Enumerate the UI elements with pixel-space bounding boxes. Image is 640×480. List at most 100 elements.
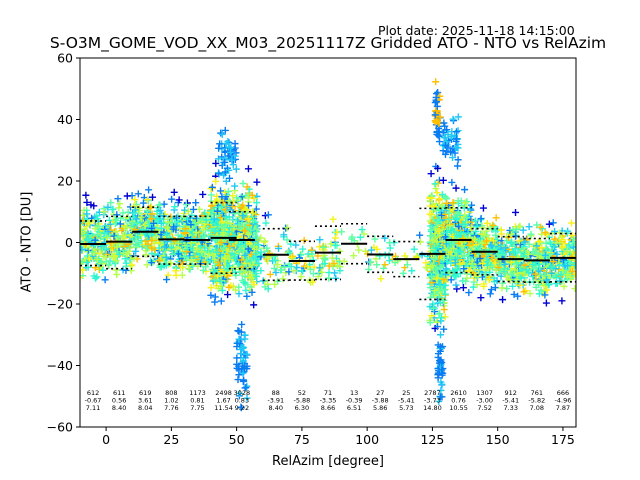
data-point bbox=[511, 266, 519, 274]
data-point bbox=[241, 207, 249, 215]
data-point bbox=[238, 320, 246, 328]
data-point bbox=[536, 223, 544, 231]
data-point bbox=[217, 238, 225, 246]
data-point bbox=[431, 308, 439, 316]
data-point bbox=[243, 394, 251, 402]
data-point bbox=[465, 289, 473, 297]
data-point bbox=[119, 209, 127, 217]
data-point bbox=[431, 230, 439, 238]
data-point bbox=[542, 299, 550, 307]
data-point bbox=[87, 201, 95, 209]
data-point bbox=[257, 267, 265, 275]
data-point bbox=[460, 265, 468, 273]
data-point bbox=[243, 292, 251, 300]
bin-count: 71 bbox=[324, 389, 332, 397]
data-point bbox=[432, 93, 440, 101]
data-point bbox=[214, 221, 222, 229]
data-point bbox=[491, 284, 499, 292]
data-point bbox=[380, 264, 388, 272]
data-point bbox=[377, 275, 385, 283]
y-tick-label: −60 bbox=[47, 420, 73, 435]
data-point bbox=[253, 199, 261, 207]
data-point bbox=[519, 226, 527, 234]
data-point bbox=[533, 221, 541, 229]
data-point bbox=[441, 313, 449, 321]
bin-sd: 7.11 bbox=[86, 404, 100, 412]
data-point bbox=[239, 201, 247, 209]
data-point bbox=[497, 272, 505, 280]
data-point bbox=[435, 397, 443, 405]
data-point bbox=[428, 236, 436, 244]
data-point bbox=[449, 199, 457, 207]
data-point bbox=[90, 272, 98, 280]
data-point bbox=[255, 259, 263, 267]
data-point bbox=[329, 215, 337, 223]
bin-mean: -3.73 bbox=[424, 397, 441, 405]
data-point bbox=[142, 251, 150, 259]
data-point bbox=[445, 209, 453, 217]
data-point bbox=[462, 277, 470, 285]
data-point bbox=[520, 252, 528, 260]
bin-count: 808 bbox=[165, 389, 177, 397]
chart-title: S-O3M_GOME_VOD_XX_M03_20251117Z Gridded … bbox=[49, 34, 607, 52]
data-point bbox=[279, 275, 287, 283]
data-point bbox=[439, 129, 447, 137]
data-point bbox=[233, 194, 241, 202]
data-point bbox=[234, 327, 242, 335]
data-point bbox=[81, 230, 89, 238]
data-point bbox=[132, 215, 140, 223]
data-point bbox=[437, 331, 445, 339]
data-point bbox=[454, 113, 462, 121]
data-point bbox=[240, 331, 248, 339]
data-point bbox=[270, 264, 278, 272]
data-point bbox=[217, 187, 225, 195]
data-point bbox=[184, 207, 192, 215]
data-point bbox=[501, 260, 509, 268]
bin-mean: 0.76 bbox=[451, 397, 465, 405]
bin-sd: 7.52 bbox=[477, 404, 491, 412]
data-point bbox=[105, 261, 113, 269]
data-point bbox=[221, 158, 229, 166]
data-point bbox=[427, 272, 435, 280]
data-point bbox=[331, 241, 339, 249]
data-point bbox=[444, 143, 452, 151]
data-point bbox=[314, 273, 322, 281]
data-point bbox=[431, 255, 439, 263]
data-point bbox=[438, 286, 446, 294]
data-point bbox=[289, 252, 297, 260]
data-point bbox=[526, 290, 534, 298]
data-point bbox=[525, 223, 533, 231]
data-point bbox=[117, 214, 125, 222]
data-point bbox=[199, 266, 207, 274]
bin-mean: -3.91 bbox=[267, 397, 284, 405]
data-point bbox=[221, 168, 229, 176]
data-point bbox=[246, 264, 254, 272]
data-point bbox=[360, 230, 368, 238]
data-point bbox=[112, 257, 120, 265]
bin-mean: 1.02 bbox=[164, 397, 178, 405]
data-point bbox=[250, 265, 258, 273]
data-point bbox=[208, 183, 216, 191]
data-point bbox=[234, 220, 242, 228]
data-point bbox=[182, 201, 190, 209]
bin-mean: -5.88 bbox=[293, 397, 310, 405]
data-point bbox=[309, 278, 317, 286]
data-point bbox=[431, 111, 439, 119]
data-point bbox=[508, 239, 516, 247]
data-point bbox=[565, 241, 573, 249]
data-point bbox=[549, 263, 557, 271]
data-point bbox=[207, 284, 215, 292]
data-point bbox=[231, 268, 239, 276]
bin-count: 2610 bbox=[450, 389, 467, 397]
data-point bbox=[563, 262, 571, 270]
data-point bbox=[93, 231, 101, 239]
data-point bbox=[240, 376, 248, 384]
data-point bbox=[113, 243, 121, 251]
data-point bbox=[204, 247, 212, 255]
data-point bbox=[122, 259, 130, 267]
data-point bbox=[471, 217, 479, 225]
data-point bbox=[507, 230, 515, 238]
data-point bbox=[226, 242, 234, 250]
data-point bbox=[516, 237, 524, 245]
data-point bbox=[534, 249, 542, 257]
